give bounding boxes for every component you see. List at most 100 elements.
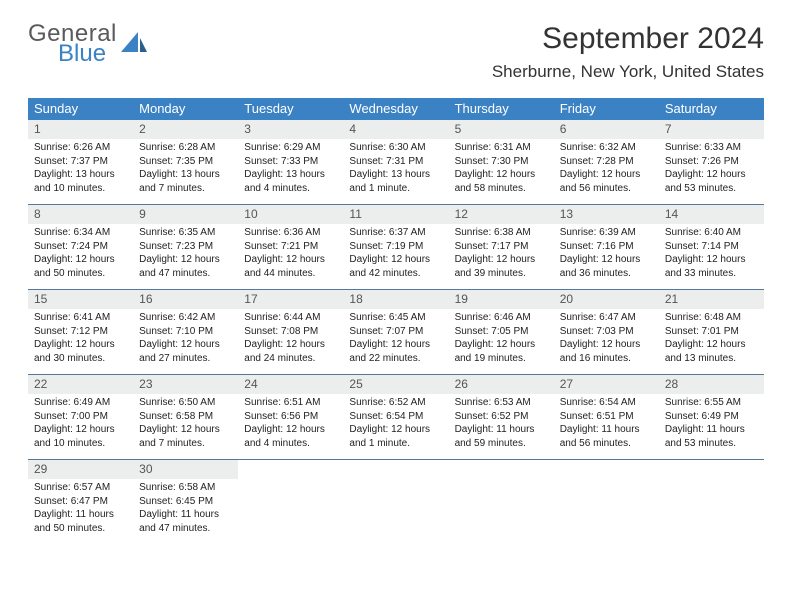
day-day1: Daylight: 12 hours <box>34 338 127 352</box>
day-sunrise: Sunrise: 6:38 AM <box>455 226 548 240</box>
day-number: 29 <box>28 460 133 479</box>
day-sunset: Sunset: 6:52 PM <box>455 410 548 424</box>
day-details: Sunrise: 6:38 AMSunset: 7:17 PMDaylight:… <box>449 224 554 284</box>
calendar-day: 18Sunrise: 6:45 AMSunset: 7:07 PMDayligh… <box>343 290 448 374</box>
day-sunset: Sunset: 6:54 PM <box>349 410 442 424</box>
day-sunset: Sunset: 7:12 PM <box>34 325 127 339</box>
day-sunrise: Sunrise: 6:37 AM <box>349 226 442 240</box>
day-day1: Daylight: 12 hours <box>560 338 653 352</box>
day-number: 1 <box>28 120 133 139</box>
day-number: 3 <box>238 120 343 139</box>
day-details: Sunrise: 6:50 AMSunset: 6:58 PMDaylight:… <box>133 394 238 454</box>
calendar-day: 4Sunrise: 6:30 AMSunset: 7:31 PMDaylight… <box>343 120 448 204</box>
day-sunset: Sunset: 7:14 PM <box>665 240 758 254</box>
weekday-header: Wednesday <box>343 98 448 120</box>
calendar-day: 11Sunrise: 6:37 AMSunset: 7:19 PMDayligh… <box>343 205 448 289</box>
location-text: Sherburne, New York, United States <box>492 62 764 82</box>
month-title: September 2024 <box>492 22 764 56</box>
day-number: 19 <box>449 290 554 309</box>
day-day2: and 53 minutes. <box>665 182 758 196</box>
day-day2: and 56 minutes. <box>560 437 653 451</box>
day-day1: Daylight: 12 hours <box>560 168 653 182</box>
day-day2: and 47 minutes. <box>139 522 232 536</box>
day-sunset: Sunset: 7:01 PM <box>665 325 758 339</box>
day-day1: Daylight: 12 hours <box>34 423 127 437</box>
sail-icon <box>121 32 147 59</box>
calendar-day: 27Sunrise: 6:54 AMSunset: 6:51 PMDayligh… <box>554 375 659 459</box>
day-day2: and 19 minutes. <box>455 352 548 366</box>
day-details: Sunrise: 6:40 AMSunset: 7:14 PMDaylight:… <box>659 224 764 284</box>
day-sunset: Sunset: 7:16 PM <box>560 240 653 254</box>
day-details: Sunrise: 6:47 AMSunset: 7:03 PMDaylight:… <box>554 309 659 369</box>
calendar-day: 20Sunrise: 6:47 AMSunset: 7:03 PMDayligh… <box>554 290 659 374</box>
day-day2: and 59 minutes. <box>455 437 548 451</box>
day-day2: and 4 minutes. <box>244 437 337 451</box>
day-details: Sunrise: 6:41 AMSunset: 7:12 PMDaylight:… <box>28 309 133 369</box>
calendar-day: 14Sunrise: 6:40 AMSunset: 7:14 PMDayligh… <box>659 205 764 289</box>
day-day2: and 47 minutes. <box>139 267 232 281</box>
day-details: Sunrise: 6:46 AMSunset: 7:05 PMDaylight:… <box>449 309 554 369</box>
day-day2: and 27 minutes. <box>139 352 232 366</box>
day-day2: and 7 minutes. <box>139 437 232 451</box>
day-details: Sunrise: 6:34 AMSunset: 7:24 PMDaylight:… <box>28 224 133 284</box>
calendar-day: 23Sunrise: 6:50 AMSunset: 6:58 PMDayligh… <box>133 375 238 459</box>
calendar-day: 1Sunrise: 6:26 AMSunset: 7:37 PMDaylight… <box>28 120 133 204</box>
day-sunset: Sunset: 7:28 PM <box>560 155 653 169</box>
calendar-day: 19Sunrise: 6:46 AMSunset: 7:05 PMDayligh… <box>449 290 554 374</box>
day-sunrise: Sunrise: 6:30 AM <box>349 141 442 155</box>
day-number: 21 <box>659 290 764 309</box>
day-sunrise: Sunrise: 6:58 AM <box>139 481 232 495</box>
calendar-day <box>554 460 659 544</box>
day-details: Sunrise: 6:30 AMSunset: 7:31 PMDaylight:… <box>343 139 448 199</box>
day-number: 23 <box>133 375 238 394</box>
calendar-day: 22Sunrise: 6:49 AMSunset: 7:00 PMDayligh… <box>28 375 133 459</box>
day-day1: Daylight: 11 hours <box>455 423 548 437</box>
calendar-grid: SundayMondayTuesdayWednesdayThursdayFrid… <box>28 98 764 544</box>
title-block: September 2024 Sherburne, New York, Unit… <box>492 22 764 82</box>
day-day1: Daylight: 13 hours <box>244 168 337 182</box>
day-number: 11 <box>343 205 448 224</box>
calendar-day: 6Sunrise: 6:32 AMSunset: 7:28 PMDaylight… <box>554 120 659 204</box>
day-details: Sunrise: 6:48 AMSunset: 7:01 PMDaylight:… <box>659 309 764 369</box>
day-number: 12 <box>449 205 554 224</box>
day-sunset: Sunset: 7:23 PM <box>139 240 232 254</box>
day-day2: and 22 minutes. <box>349 352 442 366</box>
weekday-header: Tuesday <box>238 98 343 120</box>
weekday-header: Friday <box>554 98 659 120</box>
day-details: Sunrise: 6:53 AMSunset: 6:52 PMDaylight:… <box>449 394 554 454</box>
calendar-day: 13Sunrise: 6:39 AMSunset: 7:16 PMDayligh… <box>554 205 659 289</box>
day-sunset: Sunset: 7:30 PM <box>455 155 548 169</box>
day-sunrise: Sunrise: 6:51 AM <box>244 396 337 410</box>
day-day2: and 30 minutes. <box>34 352 127 366</box>
day-day2: and 10 minutes. <box>34 437 127 451</box>
day-day2: and 1 minute. <box>349 437 442 451</box>
day-sunrise: Sunrise: 6:52 AM <box>349 396 442 410</box>
day-day2: and 24 minutes. <box>244 352 337 366</box>
day-day1: Daylight: 11 hours <box>665 423 758 437</box>
day-number: 5 <box>449 120 554 139</box>
day-details: Sunrise: 6:58 AMSunset: 6:45 PMDaylight:… <box>133 479 238 539</box>
day-number: 4 <box>343 120 448 139</box>
day-details: Sunrise: 6:32 AMSunset: 7:28 PMDaylight:… <box>554 139 659 199</box>
day-sunset: Sunset: 7:26 PM <box>665 155 758 169</box>
day-day1: Daylight: 13 hours <box>349 168 442 182</box>
day-sunset: Sunset: 7:31 PM <box>349 155 442 169</box>
day-sunset: Sunset: 6:47 PM <box>34 495 127 509</box>
day-day1: Daylight: 12 hours <box>560 253 653 267</box>
day-number: 22 <box>28 375 133 394</box>
day-sunrise: Sunrise: 6:42 AM <box>139 311 232 325</box>
day-day1: Daylight: 12 hours <box>665 338 758 352</box>
day-details: Sunrise: 6:45 AMSunset: 7:07 PMDaylight:… <box>343 309 448 369</box>
day-sunrise: Sunrise: 6:32 AM <box>560 141 653 155</box>
day-sunset: Sunset: 7:05 PM <box>455 325 548 339</box>
day-number: 17 <box>238 290 343 309</box>
day-details: Sunrise: 6:39 AMSunset: 7:16 PMDaylight:… <box>554 224 659 284</box>
calendar-week: 29Sunrise: 6:57 AMSunset: 6:47 PMDayligh… <box>28 459 764 544</box>
day-sunrise: Sunrise: 6:31 AM <box>455 141 548 155</box>
day-details: Sunrise: 6:26 AMSunset: 7:37 PMDaylight:… <box>28 139 133 199</box>
day-sunrise: Sunrise: 6:41 AM <box>34 311 127 325</box>
day-sunset: Sunset: 6:56 PM <box>244 410 337 424</box>
calendar-day: 3Sunrise: 6:29 AMSunset: 7:33 PMDaylight… <box>238 120 343 204</box>
day-number: 6 <box>554 120 659 139</box>
day-details: Sunrise: 6:28 AMSunset: 7:35 PMDaylight:… <box>133 139 238 199</box>
